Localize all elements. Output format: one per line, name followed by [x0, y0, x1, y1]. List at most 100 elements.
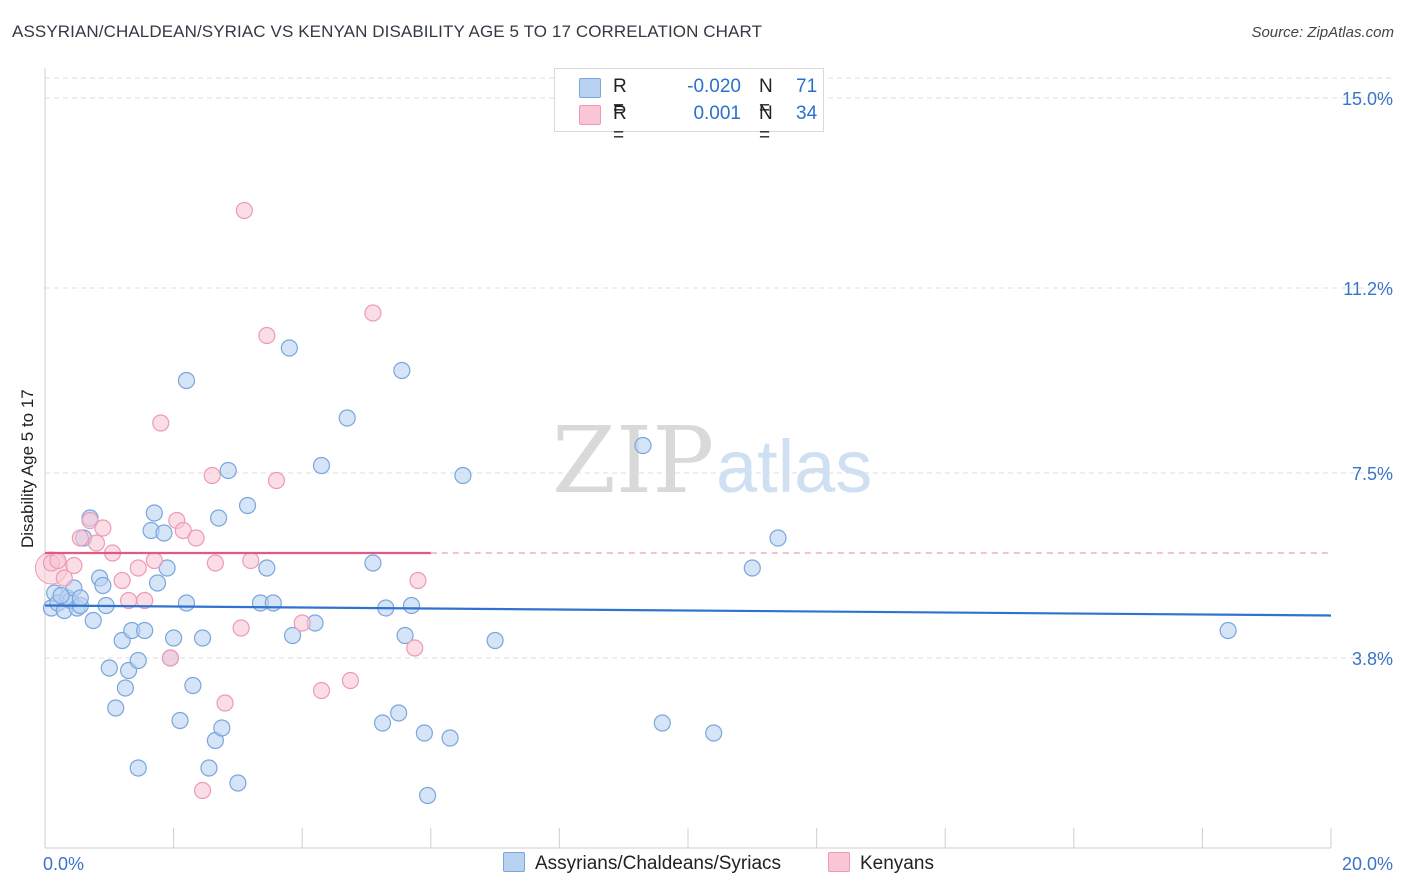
- pink-data-point: [49, 551, 67, 570]
- series-legend-kenyans: Kenyans: [828, 852, 934, 875]
- blue-data-point: [219, 461, 237, 480]
- pink-data-point: [145, 551, 163, 570]
- pink-data-point: [193, 781, 212, 800]
- pink-data-point: [406, 639, 424, 657]
- r-value: 0.001: [693, 103, 741, 124]
- blue-data-point: [200, 759, 218, 777]
- blue-data-point: [155, 524, 173, 542]
- blue-data-point: [312, 456, 331, 475]
- blue-data-point: [52, 586, 70, 605]
- correlation-legend: R = -0.020 N = 71 R = 0.001 N = 34: [554, 68, 824, 146]
- series-legend-assyrians: Assyrians/Chaldeans/Syriacs: [503, 852, 781, 875]
- blue-data-point: [210, 509, 228, 527]
- y-tick-label: 15.0%: [1342, 89, 1393, 109]
- x-tick-label-max: 20.0%: [1342, 854, 1393, 874]
- blue-data-point: [280, 339, 298, 357]
- blue-data-point: [705, 724, 723, 742]
- blue-data-point: [213, 719, 231, 737]
- pink-data-point: [161, 649, 179, 667]
- pink-data-point: [216, 694, 234, 712]
- blue-data-point: [364, 554, 382, 572]
- pink-data-point: [129, 559, 147, 577]
- blue-data-point: [418, 786, 437, 805]
- blue-data-point: [743, 559, 761, 577]
- watermark-zip: ZIP: [552, 407, 714, 514]
- blue-data-point: [116, 679, 134, 697]
- blue-data-point: [193, 629, 212, 647]
- blue-data-point: [373, 714, 392, 732]
- pink-data-point: [187, 529, 205, 547]
- blue-data-point: [396, 626, 414, 645]
- blue-data-point: [486, 631, 504, 650]
- blue-trend-line: [44, 604, 1332, 617]
- pink-data-point: [71, 529, 89, 547]
- pink-data-point: [203, 466, 221, 485]
- blue-data-point: [1219, 621, 1237, 640]
- blue-data-point: [165, 629, 183, 647]
- blue-data-point: [158, 559, 176, 577]
- pink-data-point: [55, 569, 73, 587]
- blue-data-point: [177, 371, 196, 390]
- blue-data-point: [84, 611, 102, 630]
- blue-data-point: [283, 626, 302, 645]
- blue-data-point: [454, 466, 472, 485]
- blue-data-point: [71, 589, 89, 607]
- pink-data-point: [81, 511, 99, 530]
- series-name: Kenyans: [860, 853, 934, 874]
- pink-data-point: [232, 619, 250, 637]
- blue-data-point: [171, 711, 189, 730]
- pink-data-point: [267, 471, 286, 490]
- y-tick-label: 7.5%: [1352, 464, 1393, 484]
- blue-data-point: [238, 496, 257, 515]
- pink-data-point: [409, 571, 427, 590]
- blue-data-point: [441, 729, 459, 747]
- n-label: N =: [759, 103, 773, 146]
- blue-data-point: [129, 651, 147, 670]
- pink-swatch: [828, 852, 850, 872]
- pink-data-point: [94, 519, 112, 537]
- pink-data-point: [174, 521, 192, 540]
- blue-data-point: [100, 659, 118, 677]
- pink-data-point: [341, 671, 360, 690]
- blue-data-point: [136, 621, 154, 640]
- blue-swatch: [503, 852, 525, 872]
- blue-data-point: [390, 704, 408, 722]
- r-value: -0.020: [687, 76, 741, 97]
- blue-data-point: [129, 759, 147, 777]
- blue-data-point: [258, 559, 276, 577]
- blue-data-point: [653, 714, 671, 732]
- pink-data-point: [87, 534, 106, 552]
- y-tick-label: 11.2%: [1343, 279, 1393, 299]
- blue-data-point: [402, 596, 421, 615]
- blue-data-point: [107, 699, 125, 717]
- blue-data-point: [338, 409, 356, 427]
- pink-data-point: [242, 551, 260, 570]
- pink-data-point: [206, 554, 224, 572]
- r-label: R =: [613, 76, 627, 119]
- y-axis-label: Disability Age 5 to 17: [18, 389, 37, 548]
- r-label: R =: [613, 103, 627, 146]
- blue-data-point: [634, 436, 652, 455]
- pink-data-point: [113, 571, 131, 590]
- x-tick-label-min: 0.0%: [43, 854, 84, 874]
- blue-data-point: [769, 529, 787, 547]
- pink-data-point: [258, 326, 276, 345]
- pink-swatch: [579, 105, 601, 125]
- source-label: Source: ZipAtlas.com: [1251, 24, 1394, 41]
- n-label: N =: [759, 76, 773, 119]
- series-name: Assyrians/Chaldeans/Syriacs: [535, 853, 782, 874]
- blue-swatch: [579, 78, 601, 98]
- blue-data-point: [94, 576, 112, 595]
- n-value: 34: [796, 103, 818, 124]
- n-value: 71: [796, 76, 818, 97]
- blue-data-point: [148, 574, 167, 592]
- blue-data-point: [184, 676, 202, 695]
- blue-data-point: [145, 504, 163, 522]
- watermark-atlas: atlas: [716, 425, 872, 508]
- blue-data-point: [177, 594, 196, 612]
- pink-data-point: [364, 304, 382, 322]
- chart-title: ASSYRIAN/CHALDEAN/SYRIAC VS KENYAN DISAB…: [12, 22, 763, 41]
- pink-data-point: [235, 201, 253, 220]
- blue-data-point: [229, 774, 247, 792]
